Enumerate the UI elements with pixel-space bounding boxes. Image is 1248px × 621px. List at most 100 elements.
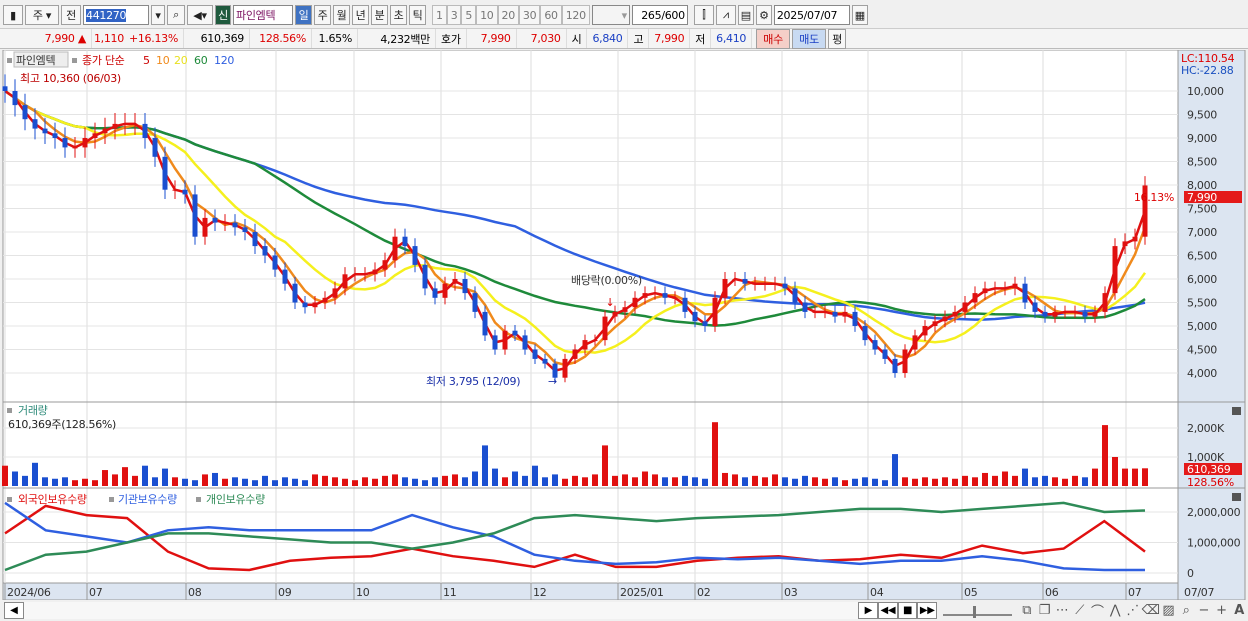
stock-name-field[interactable]: 파인엠텍 (233, 5, 293, 25)
y-tick-label: 8,500 (1187, 156, 1217, 169)
volume-bar (72, 480, 78, 486)
volume-bar (912, 478, 918, 486)
gear-icon[interactable]: ⚙ (755, 5, 772, 25)
sell-button[interactable]: 매도 (792, 28, 827, 49)
interval-120[interactable]: 120 (561, 5, 590, 25)
candle-body (742, 279, 748, 284)
search-icon[interactable]: ⌕ (167, 5, 185, 25)
volume-bar (172, 477, 178, 486)
interval-20[interactable]: 20 (497, 5, 519, 25)
rewind-button[interactable]: ◀◀ (878, 602, 898, 619)
trendline-icon[interactable]: ⟋ (1075, 603, 1085, 618)
y-tick-label: 7,000 (1187, 226, 1217, 239)
volume-bar (142, 465, 148, 486)
zoom-slider[interactable] (943, 605, 1012, 618)
close-panel-icon[interactable] (1232, 493, 1241, 501)
volume-bar (422, 480, 428, 486)
candle-body (372, 269, 378, 275)
period-year[interactable]: 년 (352, 5, 369, 25)
volume-bar (682, 475, 688, 486)
chart-area[interactable]: 10,000 9,500 9,000 8,500 8,000 7,500 7,000 6,50… (0, 50, 1248, 600)
wave-icon[interactable]: ⋀ (1109, 603, 1121, 618)
candle-body (602, 316, 608, 341)
volume-bar (522, 475, 528, 486)
high-label: 고 (628, 29, 650, 48)
period-week[interactable]: 주 (314, 5, 331, 25)
code-dropdown[interactable]: ▾ (151, 5, 165, 25)
market-label: 주 (32, 9, 43, 22)
volume-bar (1052, 477, 1058, 486)
period-tick[interactable]: 틱 (409, 5, 426, 25)
candle-body (822, 311, 828, 313)
compress-icon[interactable]: ⋯ (1055, 603, 1069, 618)
market-select[interactable]: 주 ▾ (25, 5, 59, 25)
volume-bar (342, 478, 348, 486)
scrollbar-track[interactable] (23, 602, 859, 619)
candle-body (782, 283, 788, 289)
interval-10[interactable]: 10 (476, 5, 498, 25)
flat-button[interactable]: 평 (828, 28, 847, 49)
stop-button[interactable]: ■ (897, 602, 918, 619)
zoom-out-icon[interactable]: − (1198, 603, 1210, 618)
volume-bar (392, 474, 398, 486)
candle-body (452, 279, 458, 284)
period-day[interactable]: 일 (295, 5, 312, 25)
hline-icon[interactable]: ⌒ (1091, 605, 1104, 620)
candle-body (832, 311, 838, 317)
add-indicator-icon[interactable]: ⩘ (715, 5, 736, 25)
zoom-in-icon[interactable]: + (1216, 603, 1227, 618)
interval-60[interactable]: 60 (540, 5, 562, 25)
chart-icon[interactable]: ▨ (1162, 603, 1175, 618)
volume-bar (312, 474, 318, 486)
scroll-left-button[interactable]: ◀ (4, 602, 24, 619)
buy-button[interactable]: 매수 (756, 28, 791, 49)
volume-bar (612, 475, 618, 486)
candle-body (102, 128, 108, 134)
date-field[interactable]: 2025/07/07 (773, 5, 850, 25)
candle-body (992, 288, 998, 290)
fast-forward-button[interactable]: ▶▶ (917, 602, 938, 619)
volume-bar (672, 477, 678, 486)
candle-body (872, 340, 878, 350)
period-second[interactable]: 초 (390, 5, 407, 25)
speaker-icon[interactable]: ◀▾ (187, 5, 213, 25)
ask-price: 7,990 (467, 29, 517, 48)
overlay-icon[interactable]: ⧉ (1022, 603, 1032, 618)
trade-amount: 4,232백만 (358, 29, 436, 48)
interval-custom[interactable]: ▾ (591, 5, 630, 25)
erase-icon[interactable]: ⌫ (1141, 603, 1160, 618)
scroll-right-button[interactable]: ▶ (858, 602, 879, 619)
font-icon[interactable]: A (1234, 603, 1244, 618)
x-tick-label: 05 (964, 586, 978, 599)
period-month[interactable]: 월 (333, 5, 350, 25)
interval-1[interactable]: 1 (432, 5, 447, 25)
candle-body (292, 283, 298, 303)
split-icon[interactable]: ❐ (1038, 603, 1051, 618)
interval-30[interactable]: 30 (518, 5, 541, 25)
calendar-icon[interactable]: ▦ (851, 5, 868, 25)
interval-3[interactable]: 3 (446, 5, 462, 25)
volume-bar (1022, 468, 1028, 486)
count-field[interactable]: 265/600 (631, 5, 688, 25)
code-input[interactable]: 441270 (83, 5, 149, 25)
candle-body (532, 349, 538, 359)
candle-body (702, 321, 708, 326)
open-label: 시 (567, 29, 588, 48)
candle-type-icon[interactable]: ⫿ (693, 5, 714, 25)
legend-ma10: 10 (156, 54, 170, 67)
y-tick-label: 9,000 (1187, 132, 1217, 145)
panel-toggle-icon[interactable]: ▮ (3, 5, 23, 25)
period-minute[interactable]: 분 (371, 5, 388, 25)
candle-body (522, 335, 528, 350)
candle-body (852, 311, 858, 326)
volume-bar (432, 477, 438, 486)
fan-icon[interactable]: ⋰ (1126, 603, 1140, 618)
prev-button[interactable]: 전 (61, 5, 81, 25)
close-panel-icon[interactable] (1232, 407, 1241, 415)
interval-5[interactable]: 5 (461, 5, 477, 25)
save-icon[interactable]: ▤ (737, 5, 754, 25)
magnifier-icon[interactable]: ⌕ (1182, 603, 1190, 618)
legend-stock-box[interactable] (13, 51, 69, 68)
volume-bar (802, 475, 808, 486)
candle-body (12, 91, 18, 106)
